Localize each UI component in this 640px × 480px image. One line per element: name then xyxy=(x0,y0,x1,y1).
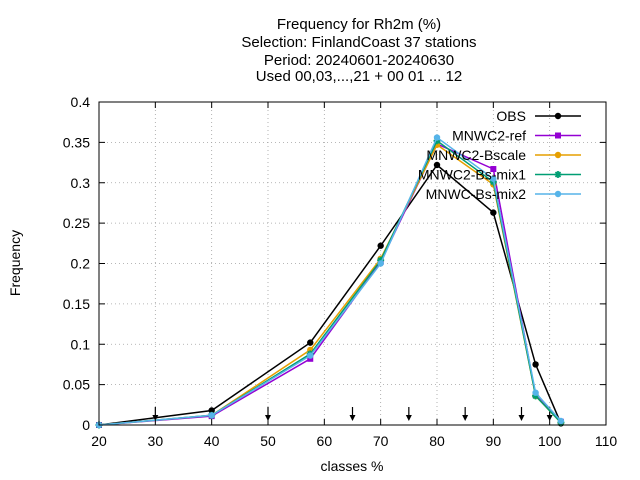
x-tick-label: 60 xyxy=(317,433,333,449)
legend-marker xyxy=(554,112,562,120)
data-point xyxy=(490,175,497,182)
x-tick-label: 100 xyxy=(538,433,562,449)
data-point xyxy=(532,361,539,368)
marker-stroke xyxy=(554,171,562,178)
data-point xyxy=(377,260,384,267)
legend-marker xyxy=(555,132,561,139)
data-point xyxy=(433,134,441,141)
data-point xyxy=(377,242,384,249)
series-line xyxy=(98,136,562,426)
y-tick-label: 0.35 xyxy=(63,134,90,150)
axis-ticks: 0 0.05 0.1 0.15 0.2 0.25 0.3 0.35 0.4 20 30 40 50 60 7… xyxy=(63,94,618,449)
x-tick-label: 70 xyxy=(373,433,389,449)
legend: OBS MNWC2-ref MNWC2-Bscale MNWC2-Bs-mix1 MNW… xyxy=(418,108,581,202)
class-bound-arrow-head xyxy=(518,415,525,421)
data-point xyxy=(557,417,565,425)
legend-label: MNWC-Bs-mix2 xyxy=(426,186,527,202)
x-tick-label: 90 xyxy=(486,433,502,449)
series-line xyxy=(98,163,562,426)
chart-title: Frequency for Rh2m (%) Selection: Finlan… xyxy=(241,16,476,85)
legend-marker xyxy=(554,190,562,198)
y-tick-label: 0.3 xyxy=(71,175,91,191)
y-tick-label: 0.15 xyxy=(63,296,90,312)
data-point xyxy=(208,407,215,414)
data-point xyxy=(307,355,314,362)
class-bound-arrow-head xyxy=(462,415,469,421)
legend-label: OBS xyxy=(496,108,526,124)
y-axis-label: Frequency xyxy=(7,230,23,296)
x-tick-label: 50 xyxy=(260,433,276,449)
legend-marker xyxy=(554,171,562,178)
y-tick-label: 0.4 xyxy=(71,94,91,110)
title-line: Period: 20240601-20240630 xyxy=(264,52,454,69)
legend-label: MNWC2-Bscale xyxy=(426,147,526,163)
legend-label: MNWC2-Bs-mix1 xyxy=(418,167,526,183)
data-point xyxy=(532,389,539,396)
x-tick-label: 80 xyxy=(429,433,445,449)
y-tick-label: 0 xyxy=(82,417,90,433)
y-tick-label: 0.25 xyxy=(63,215,90,231)
x-tick-label: 20 xyxy=(91,433,107,449)
grid xyxy=(99,102,606,425)
y-tick-label: 0.05 xyxy=(63,377,90,393)
data-point xyxy=(208,412,215,419)
legend-label: MNWC2-ref xyxy=(452,128,526,144)
x-tick-label: 40 xyxy=(204,433,220,449)
data-point xyxy=(307,352,314,359)
title-line: Frequency for Rh2m (%) xyxy=(277,16,441,33)
series-lines xyxy=(95,134,565,429)
data-point xyxy=(490,166,497,173)
data-point xyxy=(433,161,441,169)
class-bound-arrow-head xyxy=(546,415,553,421)
title-line: Used 00,03,...,21 + 00 01 ... 12 xyxy=(256,68,462,85)
x-axis-label: classes % xyxy=(320,458,383,474)
data-point xyxy=(307,339,314,346)
x-tick-label: 30 xyxy=(148,433,164,449)
data-point xyxy=(490,209,497,216)
class-bound-arrow-head xyxy=(349,415,356,421)
y-tick-label: 0.1 xyxy=(71,336,91,352)
x-tick-label: 110 xyxy=(595,433,618,449)
class-bound-arrow-head xyxy=(405,415,412,421)
class-bound-arrow-head xyxy=(265,415,271,421)
title-line: Selection: FinlandCoast 37 stations xyxy=(241,34,476,51)
class-bound-markers xyxy=(152,407,553,421)
y-tick-label: 0.2 xyxy=(71,256,91,272)
legend-marker xyxy=(554,151,562,159)
